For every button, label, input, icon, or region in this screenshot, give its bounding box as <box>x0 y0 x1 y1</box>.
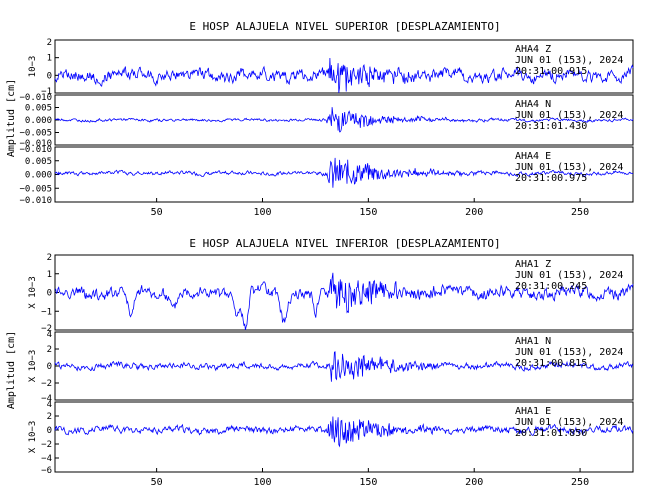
waveform-trace <box>54 157 634 188</box>
station-annotation: AHA1 N <box>515 336 551 347</box>
x-tick-label: 50 <box>151 477 163 488</box>
y-tick-label: −2 <box>41 324 52 334</box>
y-multiplier-label: 10−3 <box>28 56 38 78</box>
station-annotation: AHA4 E <box>515 151 551 162</box>
station-annotation: JUN 01 (153), 2024 <box>515 417 623 428</box>
y-tick-label: −0.010 <box>19 196 52 206</box>
station-annotation: 20:31:00.245 <box>515 281 587 292</box>
y-tick-label: 4 <box>47 400 52 410</box>
y-tick-label: −0.010 <box>19 139 52 149</box>
y-tick-label: 1 <box>47 54 52 64</box>
chart-title: E HOSP ALAJUELA NIVEL SUPERIOR [DESPLAZA… <box>189 20 500 33</box>
y-tick-label: −0.005 <box>19 129 52 139</box>
y-tick-label: 0.005 <box>25 104 52 114</box>
y-tick-label: −0.005 <box>19 184 52 194</box>
station-annotation: 20:31:00.975 <box>515 173 587 184</box>
station-annotation: AHA1 E <box>515 406 551 417</box>
waveform-trace <box>54 107 634 133</box>
y-tick-label: 0.000 <box>25 171 52 181</box>
y-tick-label: −0.010 <box>19 145 52 155</box>
waveform-trace <box>54 416 634 448</box>
waveform-trace <box>54 351 634 382</box>
x-tick-label: 100 <box>253 477 271 488</box>
y-tick-label: 2 <box>47 38 52 48</box>
lower-level-chart: E HOSP ALAJUELA NIVEL INFERIOR [DESPLAZA… <box>6 237 634 488</box>
x-tick-label: 150 <box>359 477 377 488</box>
y-axis-label: Amplitud [cm] <box>6 79 17 157</box>
y-tick-label: −4 <box>41 394 52 404</box>
station-annotation: AHA4 N <box>515 99 551 110</box>
chart-title: E HOSP ALAJUELA NIVEL INFERIOR [DESPLAZA… <box>189 237 500 250</box>
station-annotation: JUN 01 (153), 2024 <box>515 162 623 173</box>
y-multiplier-label: X 10−3 <box>28 276 38 309</box>
x-tick-label: 250 <box>571 207 589 218</box>
y-tick-label: 0 <box>47 71 52 81</box>
waveform-trace <box>55 272 634 331</box>
x-tick-label: 200 <box>465 207 483 218</box>
upper-level-chart: E HOSP ALAJUELA NIVEL SUPERIOR [DESPLAZA… <box>6 20 634 218</box>
x-tick-label: 50 <box>151 207 163 218</box>
station-annotation: 20:31:01.850 <box>515 428 587 439</box>
y-tick-label: 2 <box>47 345 52 355</box>
y-tick-label: 2 <box>47 253 52 263</box>
y-axis-label: Amplitud [cm] <box>6 331 17 409</box>
y-tick-label: −1 <box>41 87 52 97</box>
station-annotation: JUN 01 (153), 2024 <box>515 55 623 66</box>
y-tick-label: −2 <box>41 440 52 450</box>
y-tick-label: −0.010 <box>19 93 52 103</box>
station-annotation: AHA4 Z <box>515 44 551 55</box>
panel-frame <box>54 401 634 473</box>
y-tick-label: 0 <box>47 362 52 372</box>
y-tick-label: −2 <box>41 379 52 389</box>
station-annotation: JUN 01 (153), 2024 <box>515 110 623 121</box>
y-tick-label: 0.005 <box>25 157 52 167</box>
y-tick-label: −1 <box>41 307 52 317</box>
y-tick-label: 2 <box>47 412 52 422</box>
station-annotation: 20:31:00.915 <box>515 66 587 77</box>
y-tick-label: −4 <box>41 454 52 464</box>
y-tick-label: 1 <box>47 270 52 280</box>
y-multiplier-label: X 10−3 <box>28 421 38 454</box>
waveform-trace <box>54 57 634 94</box>
x-tick-label: 250 <box>571 477 589 488</box>
x-tick-label: 150 <box>359 207 377 218</box>
station-annotation: 20:31:00.815 <box>515 358 587 369</box>
station-annotation: AHA1 Z <box>515 259 551 270</box>
y-tick-label: 0 <box>47 289 52 299</box>
x-tick-label: 200 <box>465 477 483 488</box>
x-tick-label: 100 <box>253 207 271 218</box>
y-tick-label: −6 <box>41 466 52 476</box>
y-multiplier-label: X 10−3 <box>28 350 38 383</box>
y-tick-label: 0 <box>47 426 52 436</box>
station-annotation: JUN 01 (153), 2024 <box>515 347 623 358</box>
y-tick-label: 0.000 <box>25 116 52 126</box>
station-annotation: JUN 01 (153), 2024 <box>515 270 623 281</box>
y-tick-label: 4 <box>47 330 52 340</box>
station-annotation: 20:31:01.430 <box>515 121 587 132</box>
